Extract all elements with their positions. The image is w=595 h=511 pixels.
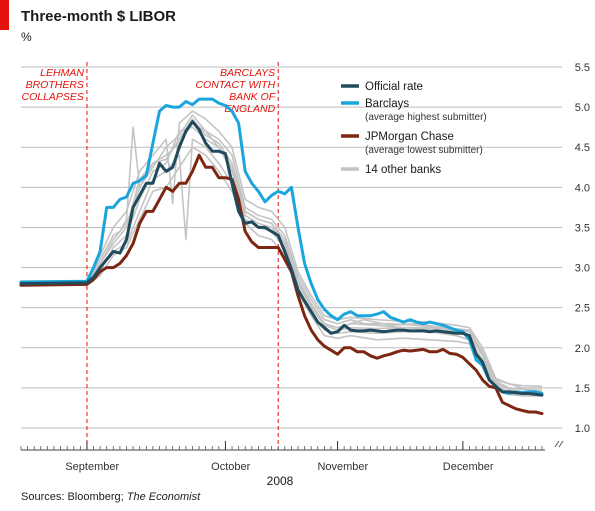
brand-tag <box>0 0 9 30</box>
other-bank-line <box>21 126 542 393</box>
y-tick-label: 2.0 <box>575 343 590 355</box>
axis-break-marker <box>554 440 564 448</box>
barclays-legend-sublabel: (average highest submitter) <box>365 112 487 123</box>
y-tick-label: 3.5 <box>575 222 590 234</box>
official-legend-label: Official rate <box>365 81 423 93</box>
event-annotation: COLLAPSES <box>21 91 83 103</box>
event-annotation: BARCLAYS <box>220 67 275 79</box>
event-annotation: CONTACT WITH <box>195 79 275 91</box>
jpmorgan-legend-label: JPMorgan Chase <box>365 131 454 143</box>
chart-title: Three-month $ LIBOR <box>21 8 177 25</box>
other-bank-line <box>21 110 543 388</box>
x-tick-label: September <box>65 461 119 473</box>
x-axis: September October November December <box>20 440 564 473</box>
other-bank-line <box>21 122 543 392</box>
x-tick-label: November <box>317 461 368 473</box>
unit-label: % <box>21 30 32 44</box>
event-annotation: BANK OF <box>229 91 276 103</box>
y-tick-label: 2.5 <box>575 303 590 315</box>
y-tick-label: 4.0 <box>575 182 590 194</box>
y-tick-label: 5.5 <box>575 62 590 74</box>
others-legend-label: 14 other banks <box>365 164 441 176</box>
jpmorgan-legend-sublabel: (average lowest submitter) <box>365 145 483 156</box>
barclays-legend-label: Barclays <box>365 98 409 110</box>
legend: Official rate Barclays (average highest su… <box>341 81 487 176</box>
y-tick-label: 1.5 <box>575 383 590 395</box>
y-tick-label: 1.0 <box>575 423 590 435</box>
main-series-layer <box>19 97 544 416</box>
x-axis-year-label: 2008 <box>266 474 294 488</box>
jpmorgan-series-line <box>19 153 544 416</box>
source-prefix: Sources: Bloomberg; <box>21 491 127 503</box>
event-annotation: ENGLAND <box>224 103 275 115</box>
y-tick-label: 3.0 <box>575 263 590 275</box>
y-tick-label: 4.5 <box>575 142 590 154</box>
x-tick-label: December <box>443 461 494 473</box>
x-tick-label: October <box>211 461 250 473</box>
event-annotation: LEHMAN <box>40 67 84 79</box>
event-annotation: BROTHERS <box>26 79 84 91</box>
y-tick-label: 5.0 <box>575 102 590 114</box>
source-note: Sources: Bloomberg; The Economist <box>21 491 200 503</box>
official-series-line <box>19 120 544 397</box>
source-italic: The Economist <box>126 491 201 503</box>
